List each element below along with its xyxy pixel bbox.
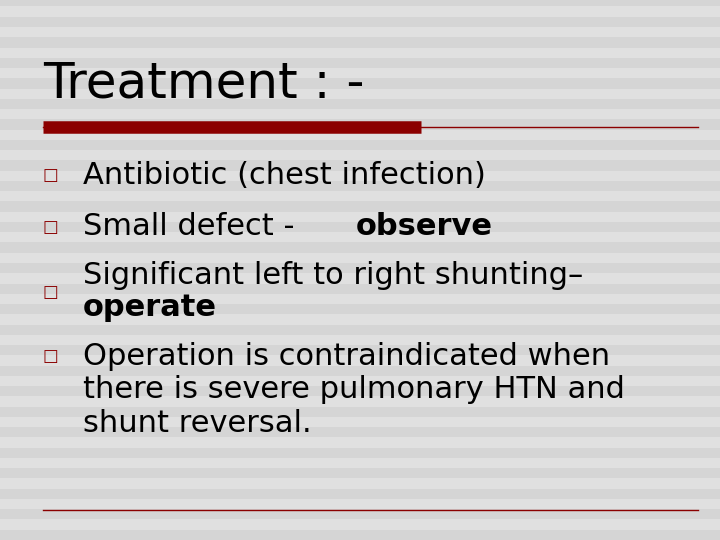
Bar (0, 78, 720, 89)
Bar (0, 509, 720, 519)
Text: □: □ (42, 166, 58, 185)
Bar (0, 489, 720, 499)
Text: Antibiotic (chest infection): Antibiotic (chest infection) (83, 161, 486, 190)
Bar (0, 448, 720, 458)
Bar (0, 407, 720, 417)
Text: Operation is contraindicated when: Operation is contraindicated when (83, 342, 610, 371)
Bar (0, 140, 720, 150)
Bar (0, 325, 720, 335)
Bar (0, 242, 720, 253)
Bar (0, 468, 720, 478)
Text: operate: operate (83, 293, 217, 322)
Bar (0, 284, 720, 294)
Bar (0, 427, 720, 437)
Bar (0, 304, 720, 314)
Text: there is severe pulmonary HTN and: there is severe pulmonary HTN and (83, 375, 625, 404)
Bar (0, 119, 720, 130)
Text: Treatment : -: Treatment : - (43, 60, 365, 107)
Bar (0, 17, 720, 27)
Bar (0, 263, 720, 273)
Bar (0, 181, 720, 191)
Text: Significant left to right shunting–: Significant left to right shunting– (83, 261, 583, 290)
Bar (0, 201, 720, 212)
Bar (0, 366, 720, 376)
Text: Small defect -: Small defect - (83, 212, 294, 241)
Text: shunt reversal.: shunt reversal. (83, 409, 312, 438)
Text: □: □ (42, 218, 58, 236)
Bar (0, 345, 720, 355)
Text: observe: observe (356, 212, 492, 241)
Bar (0, 0, 720, 6)
Bar (0, 386, 720, 396)
Bar (0, 99, 720, 109)
Bar (0, 58, 720, 68)
Text: □: □ (42, 347, 58, 366)
Bar (0, 37, 720, 48)
Bar (0, 530, 720, 540)
Bar (0, 222, 720, 232)
Text: □: □ (42, 282, 58, 301)
Bar (0, 160, 720, 171)
